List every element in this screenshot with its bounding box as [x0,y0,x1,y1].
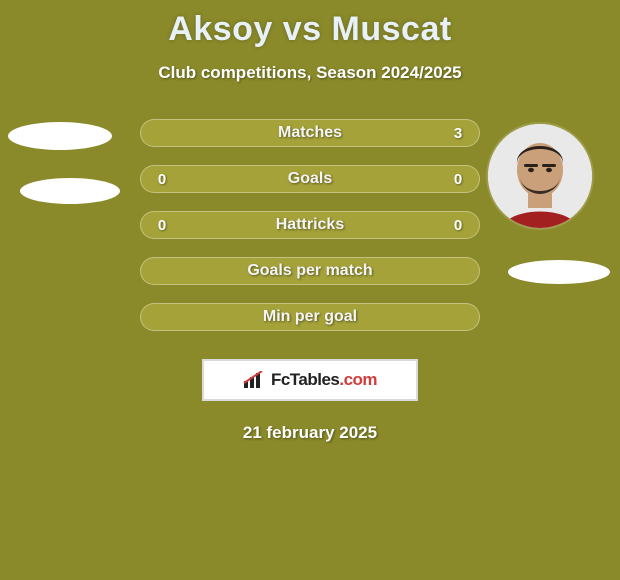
player-right-placeholder [508,260,610,284]
stat-row-goals: 0 Goals 0 [140,165,480,193]
stat-right-value: 0 [451,171,465,188]
stat-label: Matches [141,124,479,142]
stat-label: Goals [141,170,479,188]
brand: FcTables.com [243,370,377,390]
stat-left-value: 0 [155,171,169,188]
stat-right-value: 3 [451,125,465,142]
brand-text: FcTables.com [271,370,377,390]
player-left-placeholder-2 [20,178,120,204]
brand-badge: FcTables.com [202,359,418,401]
page-title: Aksoy vs Muscat [0,0,620,49]
stat-row-matches: Matches 3 [140,119,480,147]
brand-name: FcTables [271,370,339,389]
stat-label: Hattricks [141,216,479,234]
stat-row-goals-per-match: Goals per match [140,257,480,285]
bars-icon [243,371,265,389]
stat-left-value: 0 [155,217,169,234]
brand-suffix: .com [339,370,377,389]
subtitle: Club competitions, Season 2024/2025 [0,63,620,83]
stat-row-min-per-goal: Min per goal [140,303,480,331]
avatar-icon [488,124,592,228]
stat-row-hattricks: 0 Hattricks 0 [140,211,480,239]
stat-right-value: 0 [451,217,465,234]
player-right-avatar [488,124,592,228]
comparison-card: Aksoy vs Muscat Club competitions, Seaso… [0,0,620,580]
stat-label: Min per goal [141,308,479,326]
date-text: 21 february 2025 [0,423,620,443]
player-left-placeholder-1 [8,122,112,150]
stat-label: Goals per match [141,262,479,280]
